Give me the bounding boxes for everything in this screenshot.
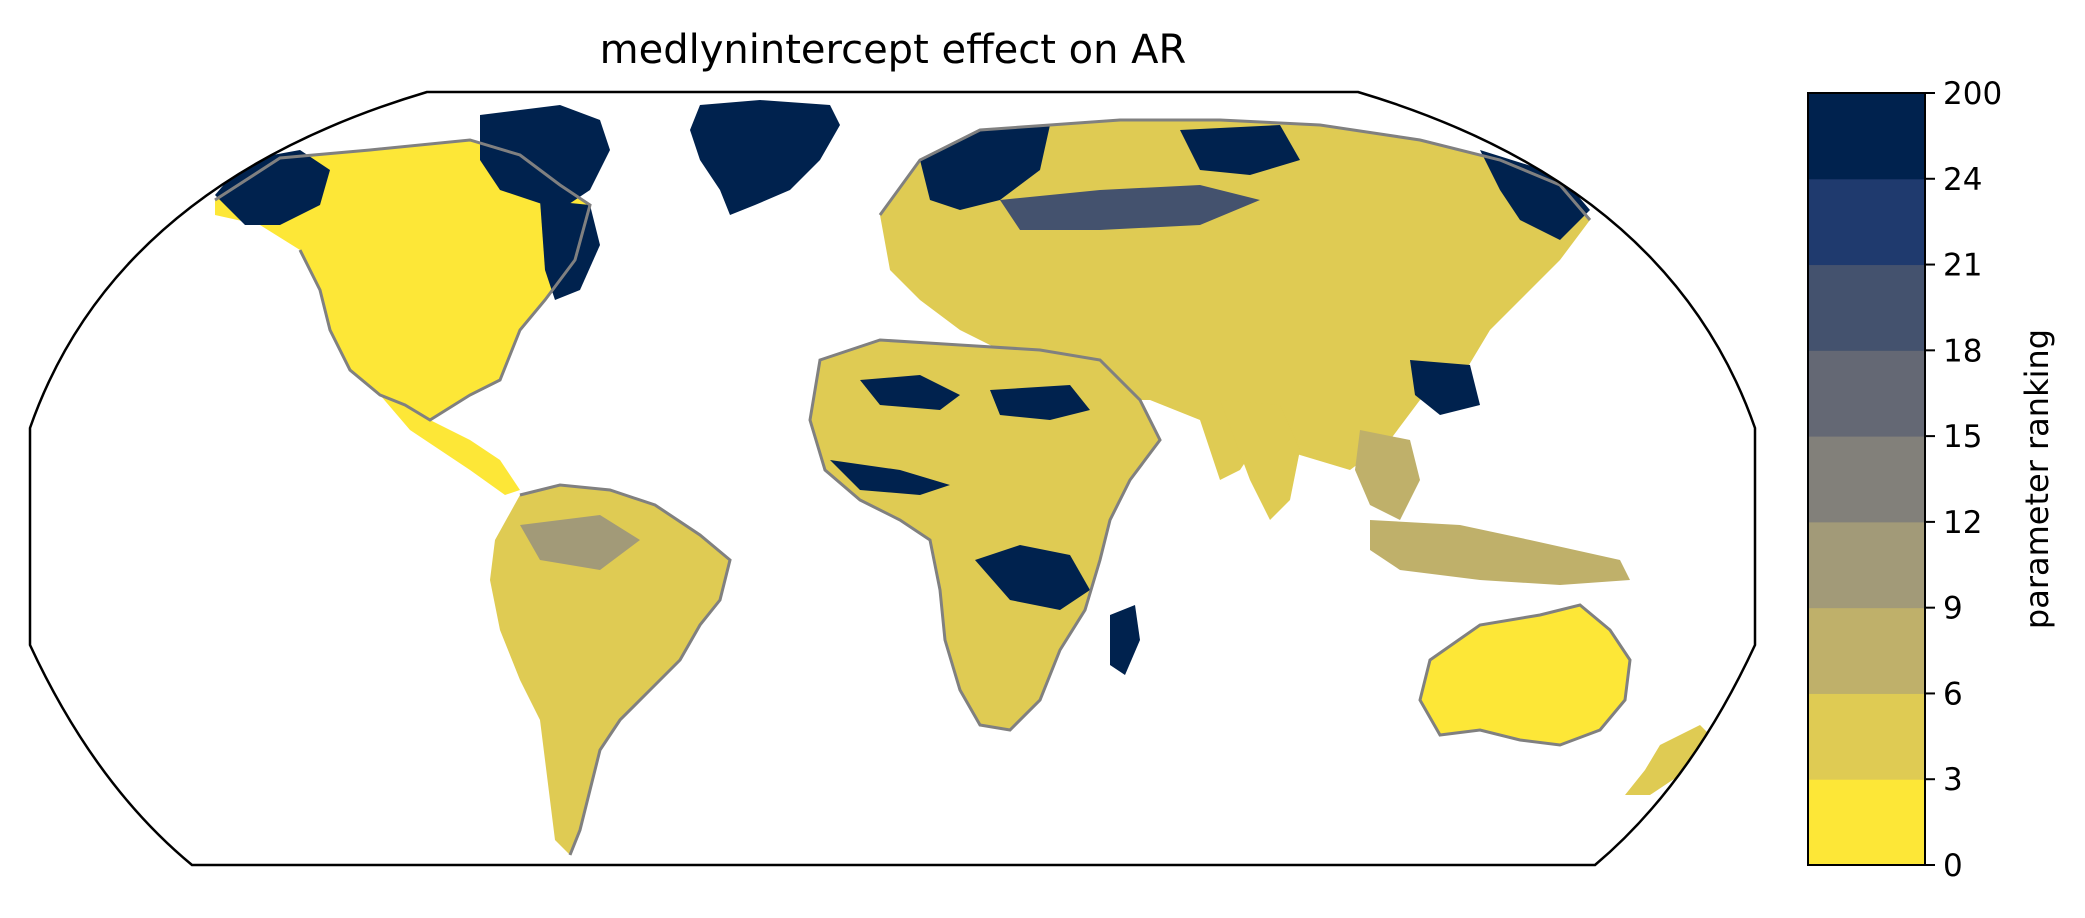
colorbar-tick-label: 0 — [1943, 848, 1963, 884]
colorbar-tick-label: 12 — [1943, 505, 1982, 541]
colorbar-bin — [1808, 607, 1925, 694]
colorbar-bins — [1808, 93, 1925, 866]
colorbar-tick-label: 9 — [1943, 591, 1963, 627]
australia-land — [1420, 605, 1630, 745]
indochina-land — [1355, 430, 1420, 520]
colorbar-bin — [1808, 521, 1925, 609]
arctic-islands — [480, 105, 610, 210]
sahara-band-1 — [860, 375, 960, 410]
globe-outline — [28, 90, 1757, 867]
colorbar-tick-label: 15 — [1943, 419, 1982, 455]
colorbar-bin — [1808, 436, 1925, 523]
colorbar-bin — [1808, 264, 1925, 351]
colorbar-label: parameter ranking — [2018, 329, 2056, 629]
greenland-land — [690, 100, 840, 215]
russia-mid-band — [1000, 185, 1260, 230]
sahara-band-2 — [990, 385, 1090, 420]
central-america-land — [380, 395, 520, 495]
colorbar-ticks: 0 3 6 9 12 15 18 21 24 200 — [1925, 76, 2002, 884]
colorbar-bin — [1808, 93, 1925, 180]
colorbar-bin — [1808, 779, 1925, 866]
sahel-band — [830, 460, 950, 495]
northeast-russia-dark — [1480, 150, 1590, 240]
colorbar: 0 3 6 9 12 15 18 21 24 200 parameter ranking — [1807, 76, 2056, 884]
amazon-band — [520, 515, 640, 570]
coastlines — [214, 118, 1632, 856]
central-africa-dark — [975, 545, 1090, 610]
colorbar-tick-label: 21 — [1943, 248, 1982, 284]
colorbar-bin — [1808, 693, 1925, 780]
scandinavia-dark — [920, 125, 1050, 210]
land-layer — [215, 100, 1715, 855]
siberia-dark — [1180, 125, 1300, 175]
east-china-dark — [1410, 360, 1480, 415]
colorbar-tick-label: 24 — [1943, 162, 1982, 198]
south-america-land — [490, 485, 730, 855]
colorbar-tick-label: 3 — [1943, 762, 1963, 798]
chart-title: medlynintercept effect on AR — [600, 27, 1187, 73]
africa-land — [810, 340, 1160, 730]
colorbar-tick-label: 200 — [1943, 76, 2002, 112]
madagascar-land — [1110, 605, 1140, 675]
colorbar-tick-label: 18 — [1943, 333, 1982, 369]
map-panel — [28, 90, 1757, 867]
colorbar-bin — [1808, 350, 1925, 437]
colorbar-bin — [1808, 178, 1925, 266]
colorbar-tick-label: 6 — [1943, 676, 1963, 712]
indonesia-land — [1370, 520, 1630, 585]
new-zealand-land — [1625, 725, 1715, 795]
south-asia-land — [1220, 400, 1300, 520]
colorbar-frame — [1807, 92, 1926, 866]
